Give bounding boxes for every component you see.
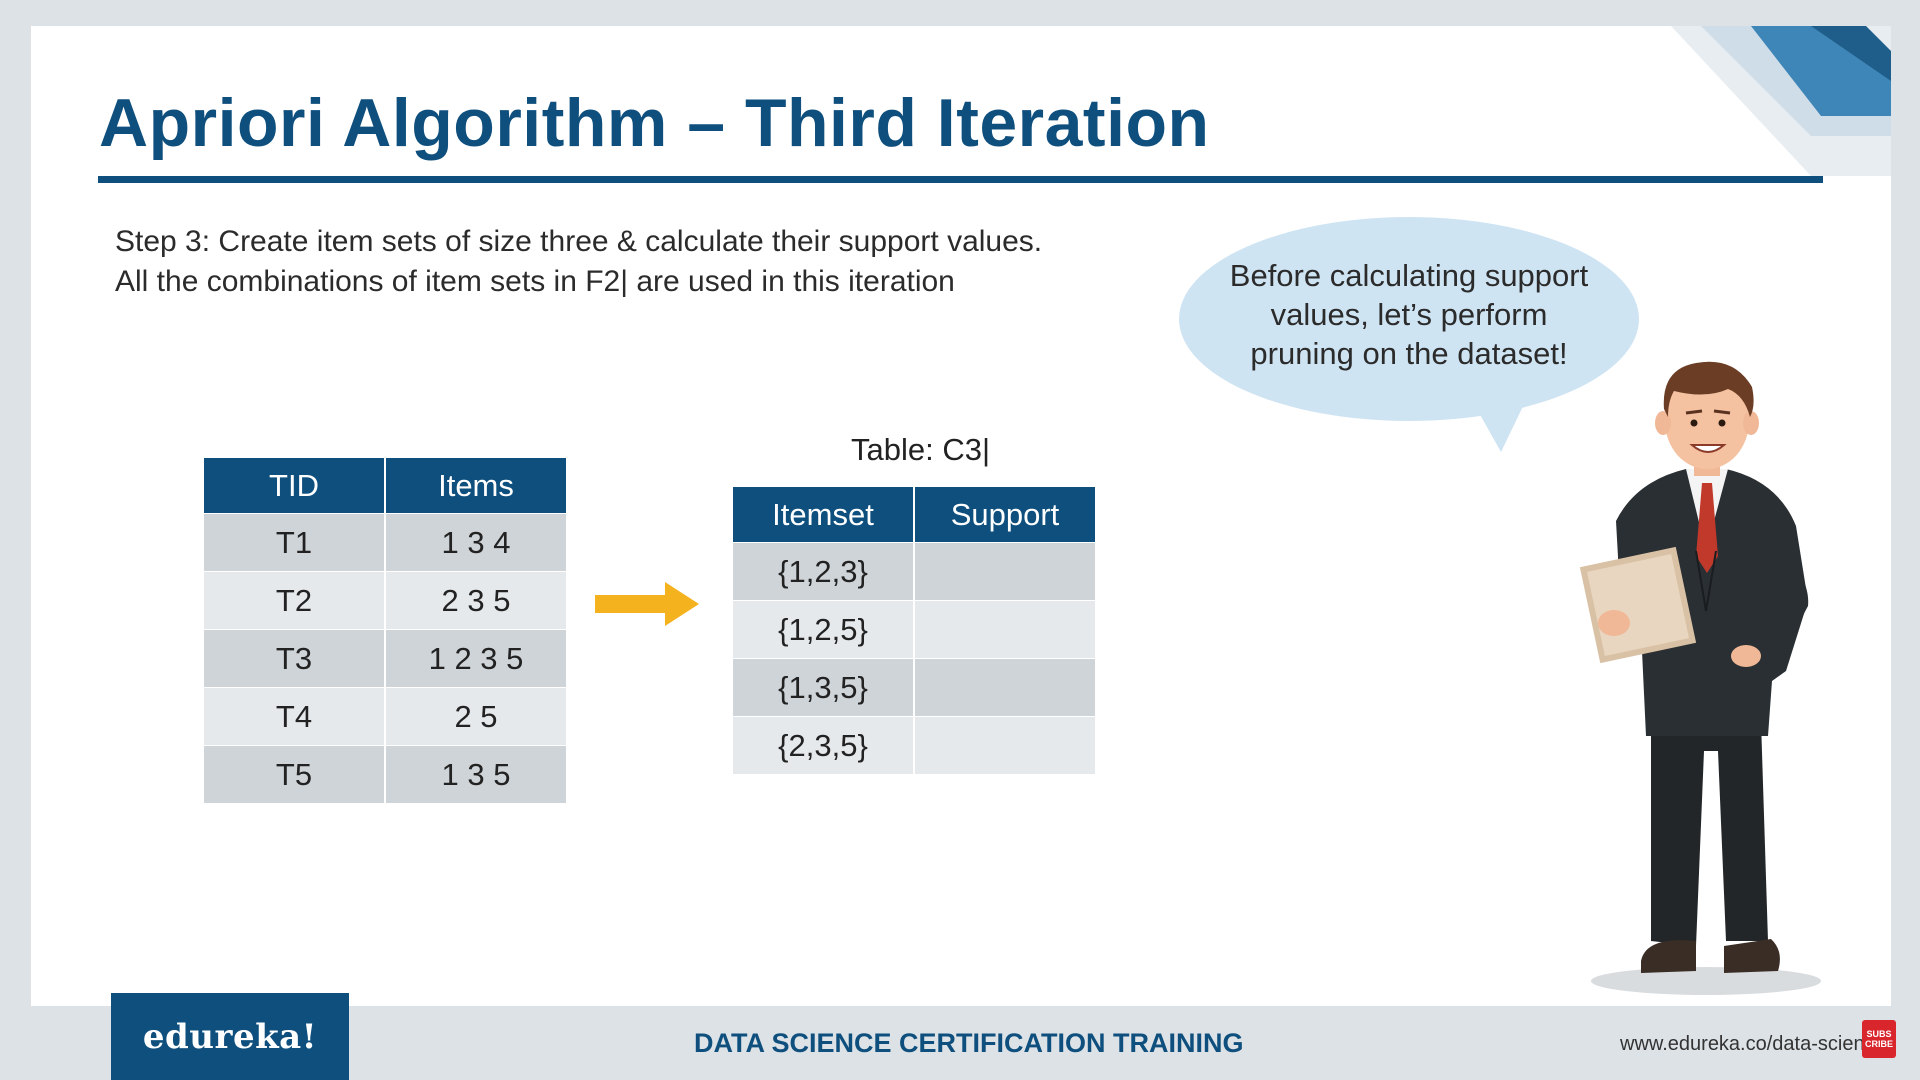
support-cell <box>914 658 1095 717</box>
step-line-2: All the combinations of item sets in F2|… <box>115 265 955 298</box>
subscribe-button[interactable]: SUBS CRIBE <box>1862 1020 1896 1058</box>
course-title: DATA SCIENCE CERTIFICATION TRAINING <box>694 1028 1244 1058</box>
table-row: {1,2,3} <box>733 542 1095 601</box>
itemset-cell: {1,3,5} <box>733 658 915 717</box>
table-row: {1,2,5} <box>733 600 1095 659</box>
edureka-logo: edureka! <box>111 993 349 1080</box>
items-cell: 1 3 5 <box>385 745 566 803</box>
tid-cell: T2 <box>204 571 386 630</box>
subscribe-line-2: CRIBE <box>1864 1039 1893 1049</box>
step-line-1: Step 3: Create item sets of size three &… <box>115 225 1043 258</box>
corner-stripes-decoration <box>1671 26 1891 176</box>
support-cell <box>914 600 1095 659</box>
table-row: T5 1 3 5 <box>204 745 566 803</box>
businessman-illustration <box>1579 361 1821 995</box>
transactions-table: TID Items T1 1 3 4 T2 2 3 5 T3 1 2 3 5 T… <box>204 458 566 803</box>
table-row: T1 1 3 4 <box>204 513 566 572</box>
support-column-header: Support <box>914 487 1095 543</box>
itemset-cell: {1,2,5} <box>733 600 915 659</box>
table-row: T4 2 5 <box>204 687 566 746</box>
items-cell: 1 3 4 <box>385 513 566 572</box>
tid-cell: T1 <box>204 513 386 572</box>
table-row: T3 1 2 3 5 <box>204 629 566 688</box>
items-cell: 2 3 5 <box>385 571 566 630</box>
footer-url: www.edureka.co/data-science <box>1620 1033 1862 1055</box>
itemset-column-header: Itemset <box>733 487 915 543</box>
table-row: {2,3,5} <box>733 716 1095 774</box>
speech-bubble <box>1179 217 1639 452</box>
slide: Apriori Algorithm – Third Iteration Step… <box>31 26 1891 1006</box>
table-row: {1,3,5} <box>733 658 1095 717</box>
tid-cell: T4 <box>204 687 386 746</box>
itemset-cell: {1,2,3} <box>733 542 915 601</box>
logo-text: edureka! <box>142 1016 318 1057</box>
c3-table-caption: Table: C3| <box>851 432 991 467</box>
tid-cell: T3 <box>204 629 386 688</box>
title-underline <box>98 176 1823 183</box>
slide-title: Apriori Algorithm – Third Iteration <box>99 85 1210 161</box>
support-cell <box>914 716 1095 774</box>
tid-cell: T5 <box>204 745 386 803</box>
c3-table: Itemset Support {1,2,3} {1,2,5} {1,3,5} … <box>733 487 1095 774</box>
speech-line-1: Before calculating support <box>1229 258 1589 293</box>
right-arrow-icon <box>595 582 699 626</box>
subscribe-line-1: SUBS <box>1866 1029 1892 1039</box>
support-cell <box>914 542 1095 601</box>
items-cell: 2 5 <box>385 687 566 746</box>
itemset-cell: {2,3,5} <box>733 716 915 774</box>
items-cell: 1 2 3 5 <box>385 629 566 688</box>
step-description: Step 3: Create item sets of size three &… <box>115 222 1042 302</box>
tid-column-header: TID <box>204 458 386 514</box>
speech-line-2: values, let’s perform <box>1270 297 1548 332</box>
table-row: T2 2 3 5 <box>204 571 566 630</box>
items-column-header: Items <box>385 458 566 514</box>
speech-bubble-text: Before calculating support values, let’s… <box>1209 256 1609 373</box>
speech-line-3: pruning on the dataset! <box>1250 336 1568 371</box>
